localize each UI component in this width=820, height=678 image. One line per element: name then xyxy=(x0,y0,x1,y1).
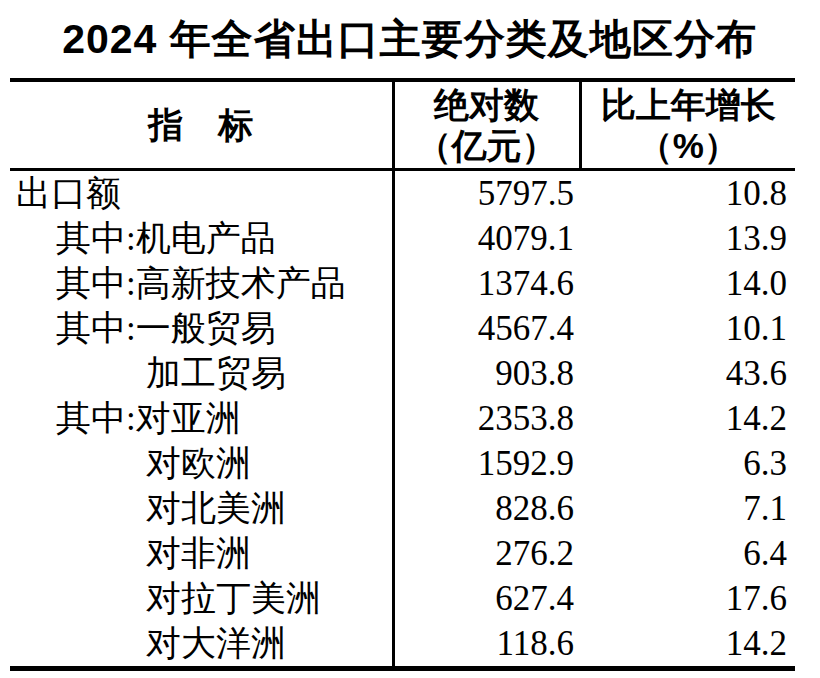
row-label: 其中:高新技术产品 xyxy=(10,261,393,306)
row-label: 对非洲 xyxy=(10,531,393,576)
absolute-value: 5797.5 xyxy=(393,170,580,217)
growth-value: 17.6 xyxy=(580,576,795,621)
table-row: 加工贸易 903.8 43.6 xyxy=(10,351,795,396)
header-growth-title: 比上年增长 xyxy=(582,84,796,125)
row-label: 其中:一般贸易 xyxy=(10,306,393,351)
row-label: 加工贸易 xyxy=(10,351,393,396)
row-label: 对拉丁美洲 xyxy=(10,576,393,621)
header-absolute-title: 绝对数 xyxy=(395,84,579,125)
table-header: 指 标 绝对数 （亿元） 比上年增长 （%） xyxy=(10,80,795,170)
absolute-value: 1374.6 xyxy=(393,261,580,306)
table-row: 其中:高新技术产品 1374.6 14.0 xyxy=(10,261,795,306)
table-row: 对欧洲 1592.9 6.3 xyxy=(10,441,795,486)
table-row: 对非洲 276.2 6.4 xyxy=(10,531,795,576)
growth-value: 43.6 xyxy=(580,351,795,396)
header-absolute: 绝对数 （亿元） xyxy=(393,80,580,170)
growth-value: 13.9 xyxy=(580,216,795,261)
absolute-value: 828.6 xyxy=(393,486,580,531)
table-row: 出口额 5797.5 10.8 xyxy=(10,170,795,217)
growth-value: 7.1 xyxy=(580,486,795,531)
table-body: 出口额 5797.5 10.8 其中:机电产品 4079.1 13.9 其中:高… xyxy=(10,170,795,669)
table-row: 其中:一般贸易 4567.4 10.1 xyxy=(10,306,795,351)
row-label: 对欧洲 xyxy=(10,441,393,486)
table-row: 其中:机电产品 4079.1 13.9 xyxy=(10,216,795,261)
growth-value: 10.8 xyxy=(580,170,795,217)
absolute-value: 276.2 xyxy=(393,531,580,576)
table-row: 对拉丁美洲 627.4 17.6 xyxy=(10,576,795,621)
table-row: 其中:对亚洲 2353.8 14.2 xyxy=(10,396,795,441)
row-label: 对大洋洲 xyxy=(10,621,393,669)
absolute-value: 903.8 xyxy=(393,351,580,396)
table-row: 对北美洲 828.6 7.1 xyxy=(10,486,795,531)
growth-value: 14.2 xyxy=(580,621,795,669)
growth-value: 6.4 xyxy=(580,531,795,576)
header-growth: 比上年增长 （%） xyxy=(580,80,795,170)
absolute-value: 1592.9 xyxy=(393,441,580,486)
row-label: 对北美洲 xyxy=(10,486,393,531)
table-row: 对大洋洲 118.6 14.2 xyxy=(10,621,795,669)
absolute-value: 2353.8 xyxy=(393,396,580,441)
header-absolute-unit: （亿元） xyxy=(395,125,579,166)
row-label: 出口额 xyxy=(10,170,393,217)
page-title: 2024 年全省出口主要分类及地区分布 xyxy=(0,12,820,67)
row-label: 其中:机电产品 xyxy=(10,216,393,261)
absolute-value: 627.4 xyxy=(393,576,580,621)
header-row: 指 标 绝对数 （亿元） 比上年增长 （%） xyxy=(10,80,795,170)
growth-value: 14.0 xyxy=(580,261,795,306)
absolute-value: 4079.1 xyxy=(393,216,580,261)
export-distribution-table: 指 标 绝对数 （亿元） 比上年增长 （%） 出口额 5797.5 10.8 其… xyxy=(10,78,795,671)
growth-value: 14.2 xyxy=(580,396,795,441)
header-indicator: 指 标 xyxy=(10,80,393,170)
absolute-value: 4567.4 xyxy=(393,306,580,351)
growth-value: 10.1 xyxy=(580,306,795,351)
growth-value: 6.3 xyxy=(580,441,795,486)
absolute-value: 118.6 xyxy=(393,621,580,669)
header-growth-unit: （%） xyxy=(582,125,796,166)
row-label: 其中:对亚洲 xyxy=(10,396,393,441)
